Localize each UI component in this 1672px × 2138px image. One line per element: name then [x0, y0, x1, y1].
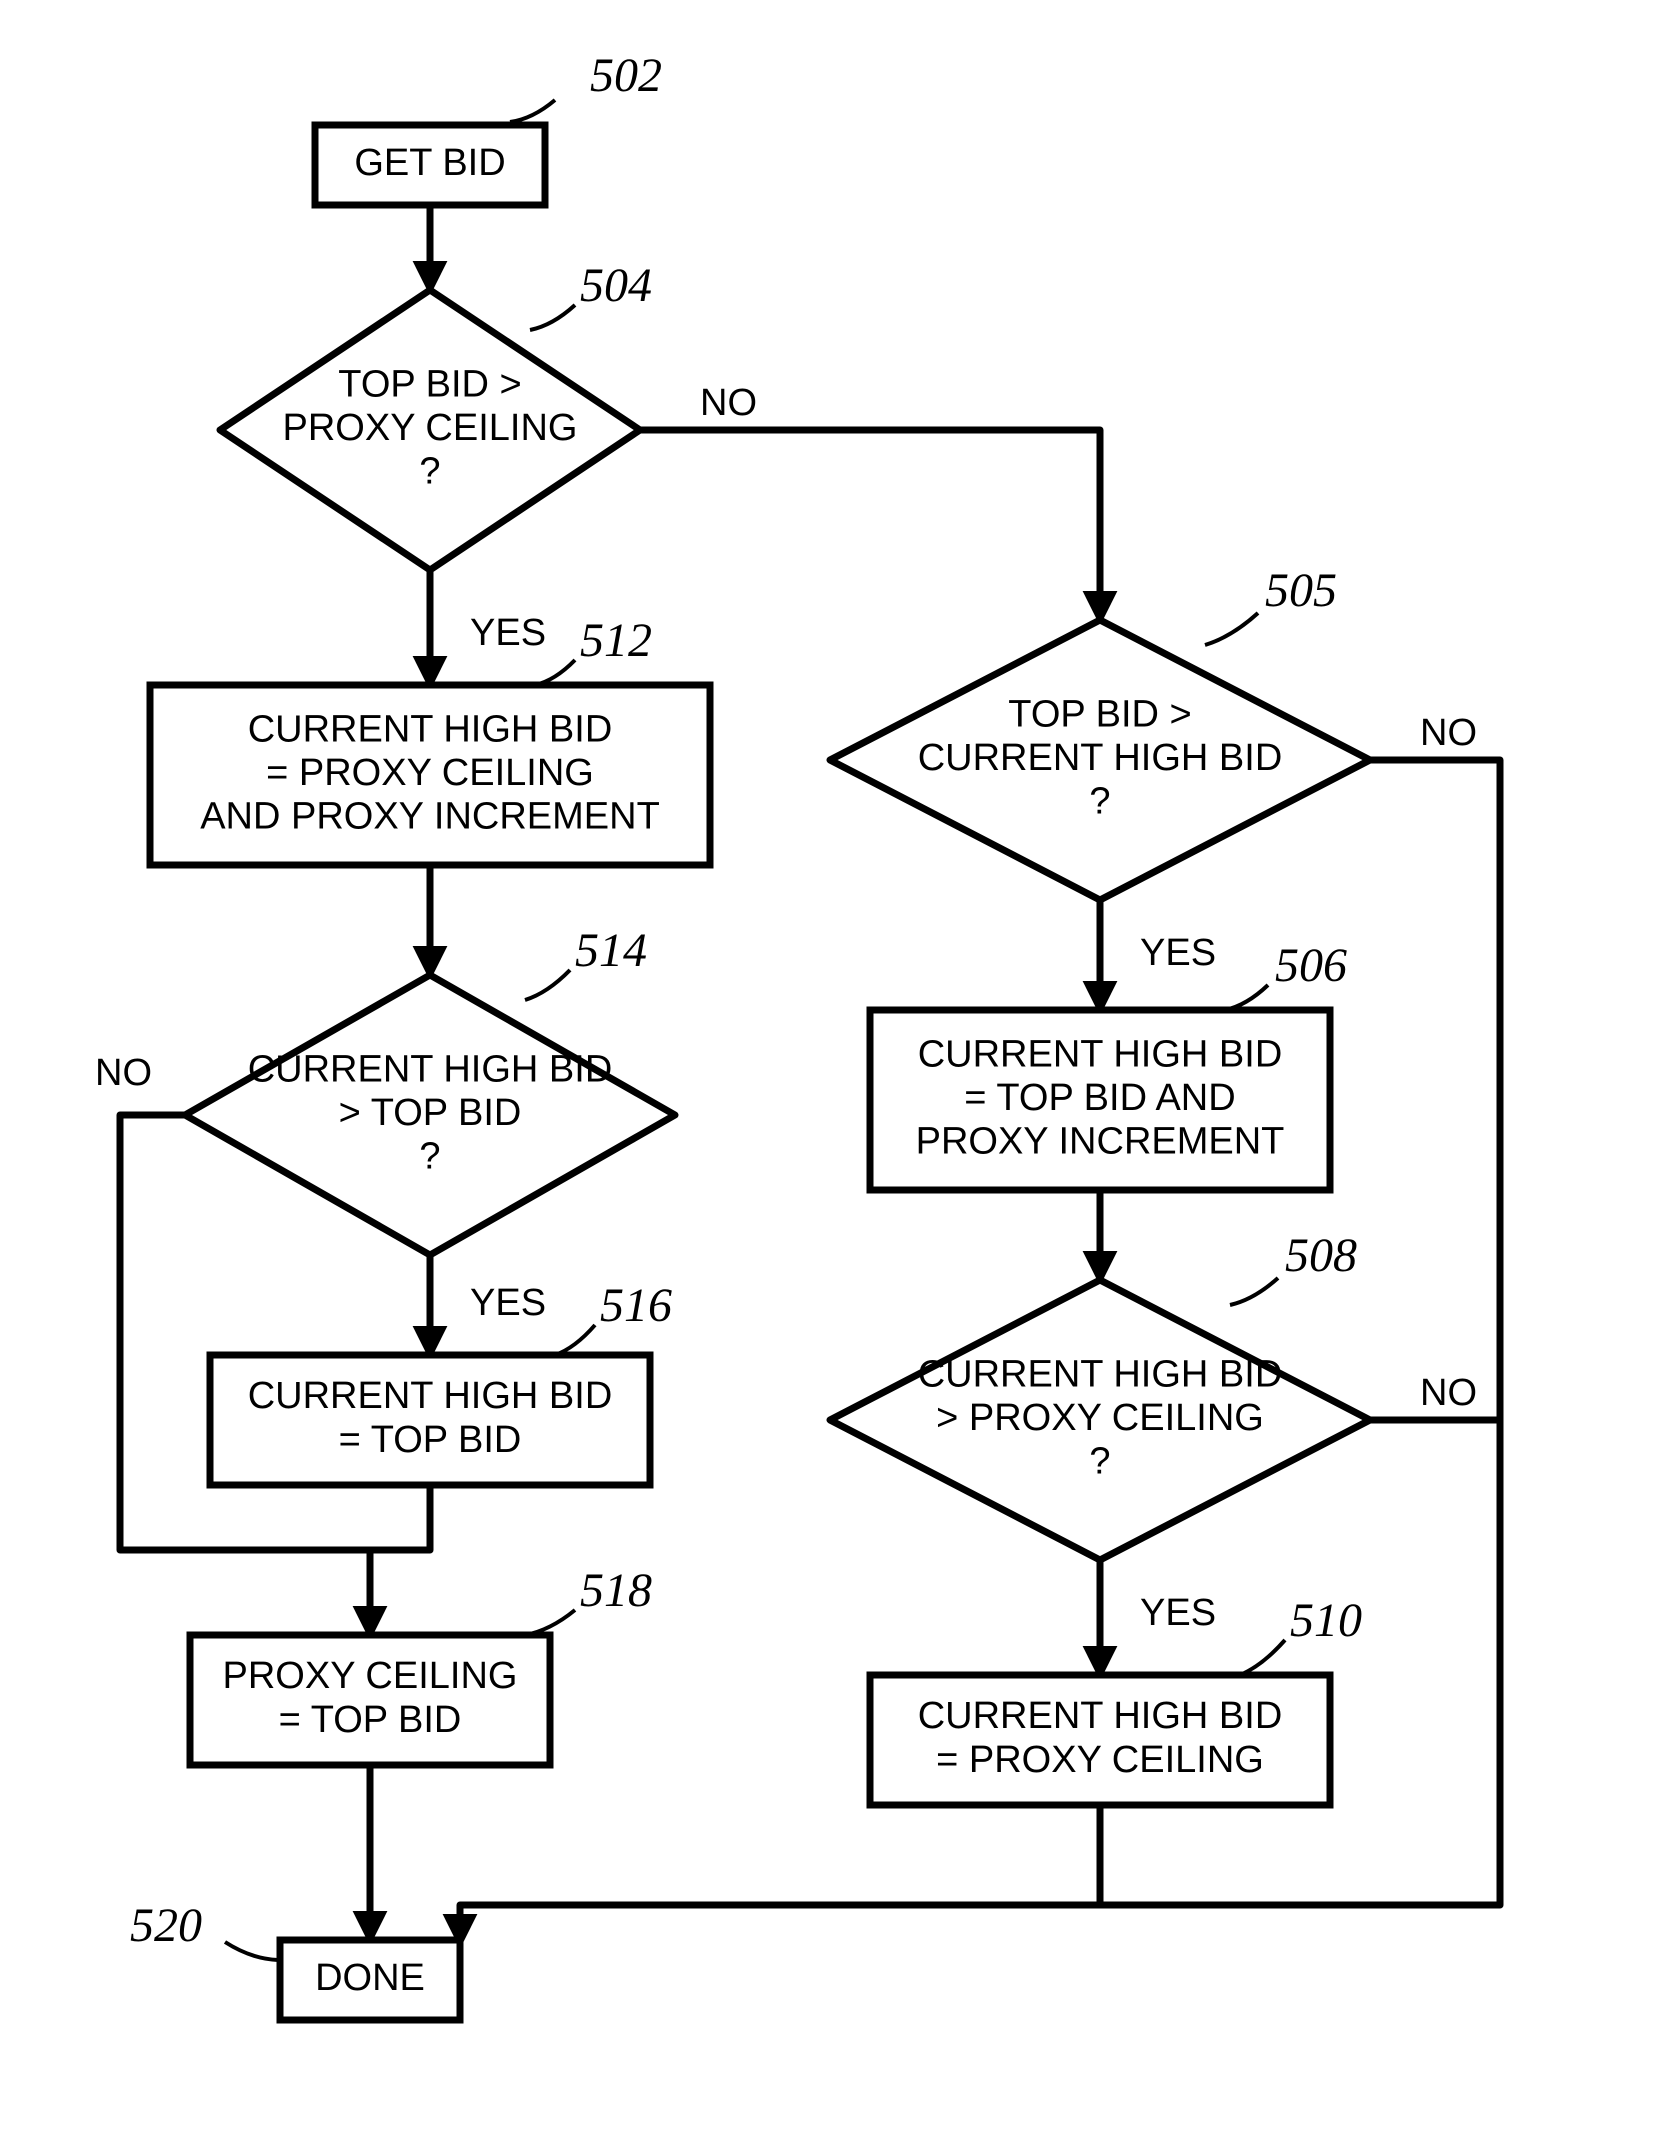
node-label: GET BID	[354, 142, 505, 184]
node-label: = PROXY CEILING	[936, 1739, 1264, 1781]
ref-leader	[510, 100, 555, 122]
node-n514: CURRENT HIGH BID> TOP BID?	[185, 975, 675, 1255]
flow-edge	[370, 1485, 430, 1635]
node-n502: GET BID	[315, 125, 545, 205]
node-n504: TOP BID >PROXY CEILING?	[220, 290, 640, 570]
ref-leader	[535, 660, 575, 685]
ref-number: 505	[1265, 564, 1337, 617]
flow-edge	[640, 430, 1100, 620]
edge-label: YES	[470, 612, 546, 654]
node-label: CURRENT HIGH BID	[248, 708, 613, 750]
node-label: CURRENT HIGH BID	[918, 737, 1283, 779]
ref-leader	[225, 1942, 278, 1960]
node-n506: CURRENT HIGH BID= TOP BID ANDPROXY INCRE…	[870, 1010, 1330, 1190]
ref-number: 504	[580, 259, 652, 312]
node-label: ?	[1089, 1441, 1110, 1483]
edge-label: NO	[1420, 1372, 1477, 1414]
node-label: = TOP BID	[339, 1419, 522, 1461]
ref-number: 506	[1275, 939, 1347, 992]
node-label: TOP BID >	[338, 363, 521, 405]
node-label: PROXY INCREMENT	[916, 1121, 1285, 1163]
node-label: CURRENT HIGH BID	[918, 1353, 1283, 1395]
node-label: ?	[419, 1136, 440, 1178]
node-n512: CURRENT HIGH BID= PROXY CEILINGAND PROXY…	[150, 685, 710, 865]
node-label: CURRENT HIGH BID	[248, 1048, 613, 1090]
node-label: CURRENT HIGH BID	[918, 1695, 1283, 1737]
node-label: ?	[1089, 781, 1110, 823]
edge-label: YES	[1140, 932, 1216, 974]
edge-label: NO	[700, 382, 757, 424]
ref-number: 516	[600, 1279, 672, 1332]
ref-leader	[530, 305, 575, 330]
ref-leader	[555, 1325, 595, 1355]
edge-label: YES	[1140, 1592, 1216, 1634]
node-label: > TOP BID	[339, 1092, 522, 1134]
edge-label: YES	[470, 1282, 546, 1324]
ref-leader	[1240, 1640, 1285, 1675]
node-n518: PROXY CEILING= TOP BID	[190, 1635, 550, 1765]
ref-leader	[525, 1610, 575, 1635]
ref-leader	[1230, 1278, 1278, 1305]
flowchart-canvas: YESNOYESNOYESYESNONOGET BID502TOP BID >P…	[0, 0, 1672, 2138]
ref-number: 512	[580, 614, 652, 667]
node-label: CURRENT HIGH BID	[918, 1033, 1283, 1075]
node-label: DONE	[315, 1957, 425, 1999]
ref-leader	[525, 970, 570, 1000]
ref-number: 502	[590, 49, 662, 102]
ref-number: 510	[1290, 1594, 1362, 1647]
node-n516: CURRENT HIGH BID= TOP BID	[210, 1355, 650, 1485]
node-label: = TOP BID AND	[964, 1077, 1235, 1119]
node-label: ?	[419, 451, 440, 493]
node-label: = PROXY CEILING	[266, 752, 594, 794]
node-label: AND PROXY INCREMENT	[200, 796, 660, 838]
node-label: > PROXY CEILING	[936, 1397, 1264, 1439]
edge-label: NO	[1420, 712, 1477, 754]
ref-leader	[1205, 613, 1258, 645]
ref-number: 514	[575, 924, 647, 977]
node-label: TOP BID >	[1008, 693, 1191, 735]
ref-number: 520	[130, 1899, 202, 1952]
node-n510: CURRENT HIGH BID= PROXY CEILING	[870, 1675, 1330, 1805]
node-label: PROXY CEILING	[223, 1655, 518, 1697]
node-label: PROXY CEILING	[283, 407, 578, 449]
node-n505: TOP BID >CURRENT HIGH BID?	[830, 620, 1370, 900]
edge-label: NO	[95, 1052, 152, 1094]
node-n508: CURRENT HIGH BID> PROXY CEILING?	[830, 1280, 1370, 1560]
node-n520: DONE	[280, 1940, 460, 2020]
ref-number: 518	[580, 1564, 652, 1617]
node-label: = TOP BID	[279, 1699, 462, 1741]
ref-number: 508	[1285, 1229, 1357, 1282]
node-label: CURRENT HIGH BID	[248, 1375, 613, 1417]
ref-leader	[1225, 985, 1268, 1010]
